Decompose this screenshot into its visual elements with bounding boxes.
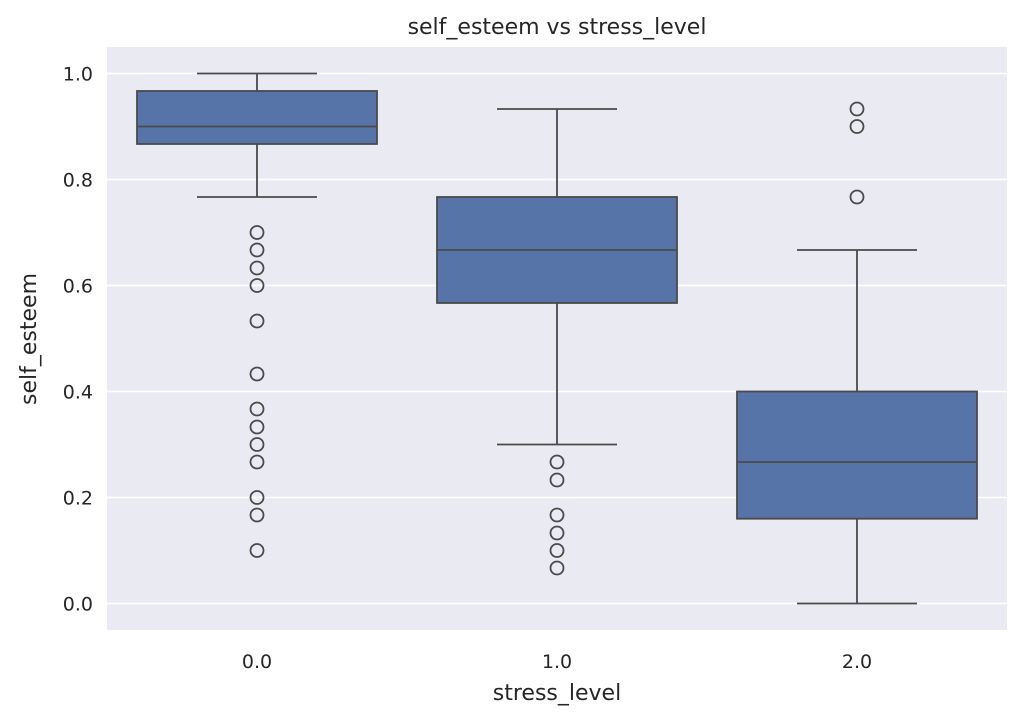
box-group-0.0: [136, 72, 378, 558]
outlier-point: [249, 225, 265, 240]
outlier-point: [849, 189, 865, 205]
y-tick-label: 0.2: [63, 488, 93, 510]
outlier-point: [249, 490, 265, 505]
box-iqr: [736, 390, 978, 520]
outlier-point: [549, 543, 565, 558]
outlier-point: [849, 119, 865, 134]
outlier-point: [249, 366, 265, 382]
outlier-point: [249, 313, 265, 329]
y-tick-label: 0.0: [63, 594, 93, 616]
y-tick-label: 0.4: [63, 382, 93, 404]
outlier-point: [249, 401, 265, 417]
outlier-point: [249, 419, 265, 435]
outlier-point: [249, 543, 265, 558]
box-group-1.0: [436, 108, 678, 576]
outlier-point: [549, 525, 565, 541]
x-tick-label: 1.0: [542, 651, 572, 673]
y-axis-label: self_esteem: [17, 273, 42, 405]
outlier-point: [249, 454, 265, 470]
boxes: [136, 72, 978, 605]
y-tick-label: 1.0: [63, 64, 93, 86]
tick-labels: 0.0 0.2 0.4 0.6 0.8 1.0 0.0 1.0 2.0: [63, 64, 872, 674]
y-tick-label: 0.6: [63, 276, 93, 298]
outlier-point: [549, 472, 565, 488]
outlier-point: [549, 560, 565, 576]
outlier-point: [549, 454, 565, 470]
box-group-2.0: [736, 101, 978, 605]
outlier-point: [549, 507, 565, 523]
outlier-point: [849, 101, 865, 117]
outlier-point: [249, 437, 265, 452]
chart-title: self_esteem vs stress_level: [408, 15, 707, 40]
outlier-point: [249, 507, 265, 523]
x-axis-label: stress_level: [493, 681, 621, 706]
outlier-point: [249, 242, 265, 258]
x-tick-label: 2.0: [842, 651, 872, 673]
y-tick-label: 0.8: [63, 170, 93, 192]
outlier-point: [249, 260, 265, 276]
outlier-point: [249, 278, 265, 293]
box-iqr: [136, 90, 378, 145]
x-tick-label: 0.0: [242, 651, 272, 673]
